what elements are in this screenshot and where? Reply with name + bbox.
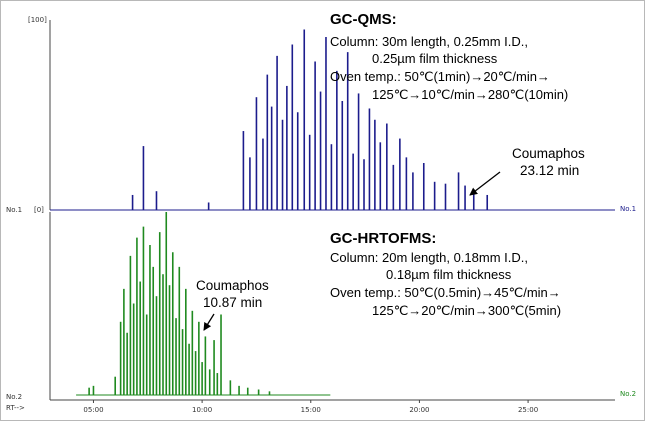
panel1-title: GC-QMS: (330, 11, 397, 28)
x-tick-label-0: 05:00 (83, 406, 103, 414)
panel1-method-line-1: Column: 30m length, 0.25mm I.D., (330, 34, 528, 49)
x-tick-label-3: 20:00 (409, 406, 429, 414)
panel1-method-line-4: 125℃→10℃/min→280℃(10min) (372, 87, 568, 102)
panel1-annotation-arrow (469, 171, 501, 196)
y-bottom-label-panel1: [0] (34, 206, 44, 214)
peak-series-panel2 (76, 212, 331, 396)
panel2-annotation-compound: Coumaphos (196, 278, 269, 293)
panel2-annotation-rt: 10.87 min (203, 295, 262, 310)
panel2-method-line-3: Oven temp.: 50℃(0.5min)→45℃/min→ (330, 285, 561, 300)
panel1-method-line-3: Oven temp.: 50℃(1min)→20℃/min→ (330, 69, 550, 84)
panel1-method-line-2: 0.25µm film thickness (372, 51, 498, 66)
trace-label-right-panel1: No.1 (620, 205, 636, 213)
x-tick-label-4: 25:00 (518, 406, 538, 414)
x-axis-ticks: 05:00 10:00 15:00 20:00 25:00 (83, 400, 538, 414)
panel2-method-line-4: 125℃→20℃/min→300℃(5min) (372, 303, 561, 318)
panel1-annotation-compound: Coumaphos (512, 146, 585, 161)
y-top-label-panel1: [100] (28, 16, 47, 24)
peak-series-panel1 (131, 29, 489, 210)
trace-label-left-panel2: No.2 (6, 393, 22, 401)
panel2-title: GC-HRTOFMS: (330, 230, 436, 247)
panel1-annotation-rt: 23.12 min (520, 163, 579, 178)
x-tick-label-1: 10:00 (192, 406, 212, 414)
trace-label-left-panel1: No.1 (6, 206, 22, 214)
panel2-annotation-arrow (203, 313, 215, 331)
panel2-method-line-1: Column: 20m length, 0.18mm I.D., (330, 250, 528, 265)
panel-gc-hrtofms: No.2 No.2 RT--> 05:00 10:00 15:00 20:00 25:0… (6, 212, 636, 414)
panel2-method-line-2: 0.18µm film thickness (386, 267, 512, 282)
x-axis-label: RT--> (6, 404, 25, 412)
panel-gc-qms: [100] [0] No.1 No.1 GC-QMS: Column: 30m … (6, 11, 636, 214)
trace-label-right-panel2: No.2 (620, 390, 636, 398)
x-tick-label-2: 15:00 (301, 406, 321, 414)
